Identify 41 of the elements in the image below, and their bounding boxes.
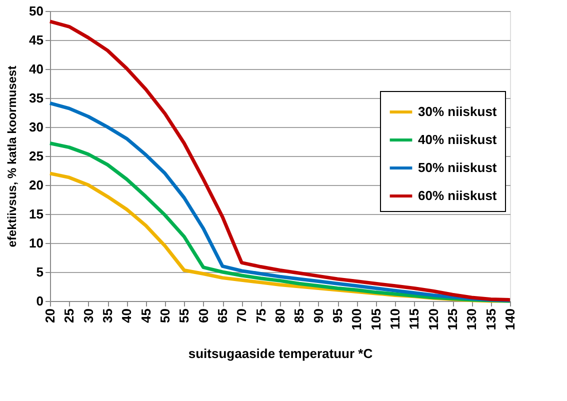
x-tick-label: 135 <box>483 308 498 330</box>
x-tick-label: 110 <box>388 308 402 330</box>
x-tick-label: 55 <box>176 308 192 323</box>
x-tick-label: 125 <box>445 308 460 330</box>
y-tick-label: 25 <box>29 148 44 164</box>
x-tick-label: 140 <box>502 308 518 330</box>
x-tick-label: 120 <box>426 308 441 330</box>
legend-label: 60% niiskust <box>418 188 498 203</box>
x-tick-label: 95 <box>330 308 345 323</box>
y-tick-label: 10 <box>29 236 44 250</box>
x-tick-label: 115 <box>406 308 422 330</box>
y-tick-label: 20 <box>29 178 44 192</box>
x-tick-label: 105 <box>368 308 384 330</box>
x-tick-label: 50 <box>158 308 172 323</box>
x-tick-label: 45 <box>138 308 154 323</box>
x-axis-title: suitsugaaside temperatuur *C <box>188 346 374 362</box>
y-axis-title: efektiivsus, % katla koormusest <box>5 66 20 248</box>
x-tick-label: 65 <box>215 308 230 323</box>
y-tick-label: 40 <box>29 62 44 76</box>
x-tick-label: 130 <box>464 308 480 330</box>
y-tick-label: 5 <box>36 264 44 280</box>
x-tick-label: 30 <box>80 308 96 323</box>
legend-label: 40% niiskust <box>418 132 498 147</box>
y-tick-label: 50 <box>29 4 44 18</box>
x-tick-label: 35 <box>100 308 115 323</box>
y-tick-label: 35 <box>29 90 44 106</box>
x-tick-label: 70 <box>234 308 250 323</box>
legend-label: 50% niiskust <box>418 160 498 175</box>
y-tick-label: 0 <box>36 294 44 308</box>
x-tick-label: 60 <box>196 308 211 323</box>
x-tick-label: 40 <box>119 308 134 323</box>
x-tick-label: 90 <box>310 308 326 323</box>
y-tick-label: 45 <box>29 32 44 48</box>
legend-label: 30% niiskust <box>418 104 498 119</box>
x-tick-label: 25 <box>62 308 77 323</box>
x-tick-label: 85 <box>292 308 307 323</box>
y-tick-label: 15 <box>29 206 44 222</box>
x-tick-label: 100 <box>349 308 364 330</box>
x-tick-label: 80 <box>272 308 288 323</box>
x-tick-label: 75 <box>253 308 268 323</box>
y-tick-label: 30 <box>29 120 44 134</box>
